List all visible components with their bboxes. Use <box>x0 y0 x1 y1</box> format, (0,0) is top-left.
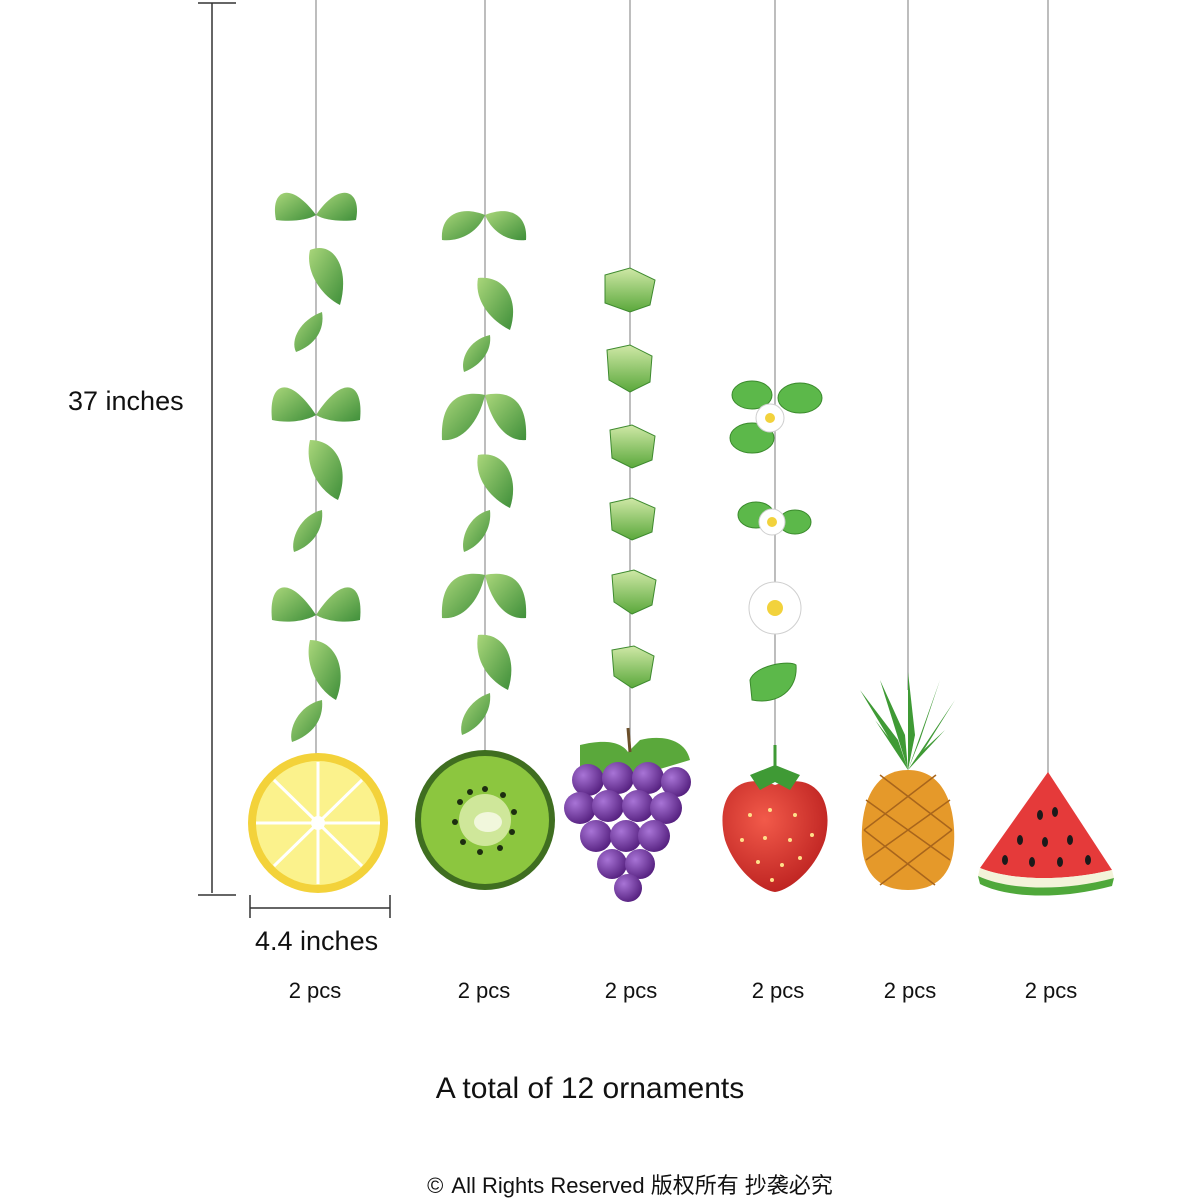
quantity-pineapple: 2 pcs <box>883 978 937 1003</box>
quantity-kiwi: 2 pcs <box>457 978 511 1003</box>
quantity-watermelon: 2 pcs <box>1024 978 1078 1003</box>
leaf-garland-1 <box>271 192 361 742</box>
grapes-ornament <box>564 727 691 902</box>
leaf-garland-2 <box>441 211 527 735</box>
strawberry-leaf-garland <box>729 380 823 702</box>
pineapple-ornament <box>860 672 955 890</box>
grape-leaf-garland <box>604 267 657 689</box>
watermelon-ornament <box>978 772 1114 896</box>
hanging-strings <box>315 0 1049 790</box>
quantity-lemon: 2 pcs <box>288 978 342 1003</box>
copyright-text: All Rights Reserved 版权所有 抄袭必究 <box>451 1173 833 1198</box>
quantity-grapes: 2 pcs <box>604 978 658 1003</box>
total-ornaments-caption: A total of 12 ornaments <box>435 1072 745 1105</box>
kiwi-ornament <box>415 750 555 890</box>
lemon-ornament <box>248 753 388 893</box>
height-dimension-line <box>198 2 236 896</box>
width-dimension-line <box>249 895 391 918</box>
copyright-icon: © <box>427 1173 444 1198</box>
strawberry-ornament <box>722 745 828 892</box>
width-dimension-label: 4.4 inches <box>255 926 379 956</box>
height-dimension-label: 37 inches <box>68 386 184 416</box>
copyright-notice: © All Rights Reserved 版权所有 抄袭必究 <box>30 1168 1200 1200</box>
quantity-strawberry: 2 pcs <box>751 978 805 1003</box>
